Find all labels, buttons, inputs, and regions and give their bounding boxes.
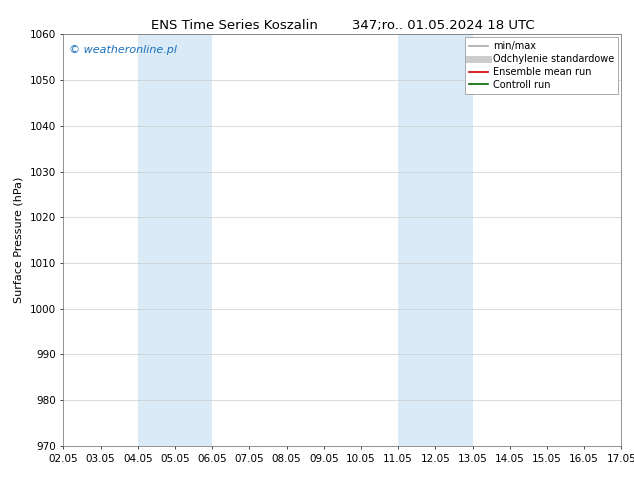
Bar: [138, 34, 212, 446]
Bar: [398, 34, 472, 446]
Text: © weatheronline.pl: © weatheronline.pl: [69, 45, 177, 54]
Legend: min/max, Odchylenie standardowe, Ensemble mean run, Controll run: min/max, Odchylenie standardowe, Ensembl…: [465, 37, 618, 94]
Title: ENS Time Series Koszalin        347;ro.. 01.05.2024 18 UTC: ENS Time Series Koszalin 347;ro.. 01.05.…: [150, 19, 534, 32]
Y-axis label: Surface Pressure (hPa): Surface Pressure (hPa): [14, 177, 24, 303]
